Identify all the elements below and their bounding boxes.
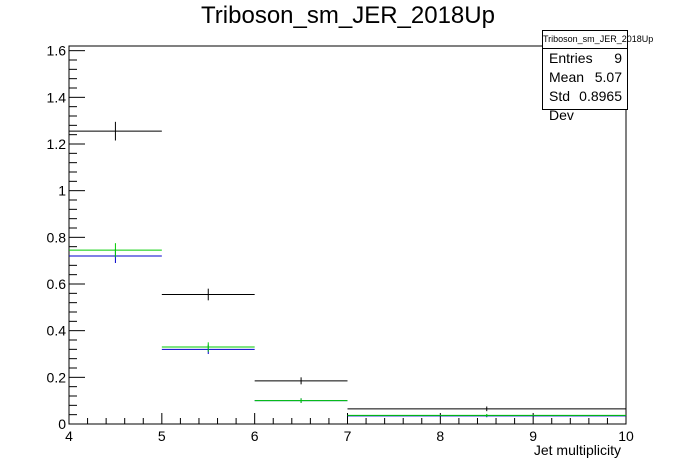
y-tick-label: 1.2 xyxy=(47,136,67,152)
x-tick-label: 10 xyxy=(618,428,634,444)
y-tick-label: 1.4 xyxy=(47,89,67,105)
y-tick-label: 0.2 xyxy=(47,369,67,385)
stats-row-stddev: Std Dev 0.8965 xyxy=(543,87,627,125)
stats-box-title: Triboson_sm_JER_2018Up xyxy=(543,31,653,49)
y-tick-label: 1 xyxy=(58,183,66,199)
stats-box: Triboson_sm_JER_2018Up Entries 9 Mean 5.… xyxy=(542,30,653,123)
y-tick-label: 0.6 xyxy=(47,276,67,292)
x-tick-label: 8 xyxy=(436,428,444,444)
stats-value: 5.07 xyxy=(594,69,622,85)
stats-value: 0.8965 xyxy=(579,88,622,104)
x-tick-label: 4 xyxy=(65,428,73,444)
y-tick-label: 1.6 xyxy=(47,43,67,59)
stats-value: 9 xyxy=(614,50,622,66)
stats-label: Mean xyxy=(549,69,585,85)
stats-row-mean: Mean 5.07 xyxy=(543,68,627,87)
y-tick-label: 0.8 xyxy=(47,229,67,245)
stats-row-entries: Entries 9 xyxy=(543,49,627,68)
chart-title: Triboson_sm_JER_2018Up xyxy=(201,2,495,29)
x-tick-label: 5 xyxy=(158,428,166,444)
stats-label: Entries xyxy=(549,50,593,66)
x-tick-label: 9 xyxy=(529,428,537,444)
y-tick-label: 0 xyxy=(58,416,66,432)
y-tick-label: 0.4 xyxy=(47,323,67,339)
x-tick-label: 6 xyxy=(251,428,259,444)
x-tick-label: 7 xyxy=(344,428,352,444)
x-axis-label: Jet multiplicity xyxy=(534,442,621,458)
stats-label: Std Dev xyxy=(549,88,574,123)
